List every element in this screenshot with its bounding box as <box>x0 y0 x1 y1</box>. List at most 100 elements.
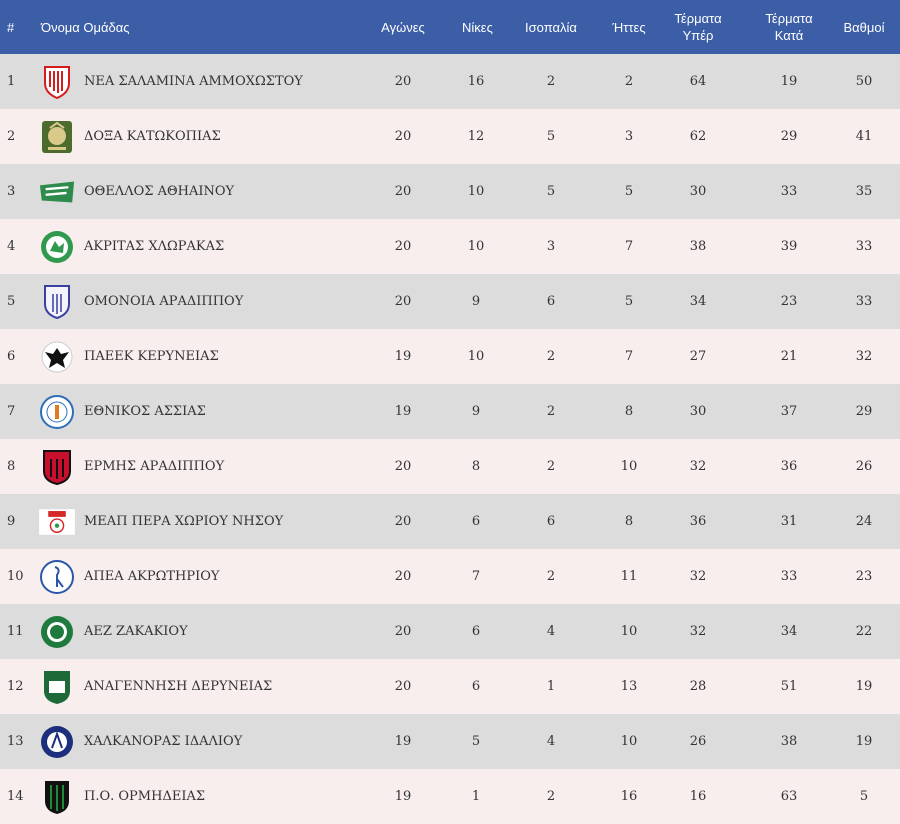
goals-for-cell: 36 <box>689 514 707 529</box>
paeek-crest-icon <box>38 338 76 376</box>
points-cell: 41 <box>855 129 873 144</box>
draws-cell: 1 <box>546 679 556 694</box>
losses-cell: 13 <box>620 679 638 694</box>
played-cell: 19 <box>394 789 412 804</box>
position-cell: 5 <box>7 294 16 309</box>
goals-for-cell: 16 <box>689 789 707 804</box>
team-cell: ΕΡΜΗΣ ΑΡΑΔΙΠΠΟΥ <box>38 439 344 494</box>
draws-cell: 2 <box>546 569 556 584</box>
losses-cell: 8 <box>624 404 634 419</box>
table-row: 9 ΜΕΑΠ ΠΕΡΑ ΧΩΡΙΟΥ ΝΗΣΟΥ 20 6 6 8 36 31 24 <box>0 494 900 549</box>
played-cell: 20 <box>394 184 412 199</box>
goals-for-cell: 28 <box>689 679 707 694</box>
wins-cell: 10 <box>467 239 485 254</box>
goals-against-cell: 34 <box>780 624 798 639</box>
position-cell: 1 <box>7 74 16 89</box>
table-row: 1 ΝΕΑ ΣΑΛΑΜΙΝΑ ΑΜΜΟΧΩΣΤΟΥ 20 16 2 2 64 19 50 <box>0 54 900 109</box>
points-cell: 23 <box>855 569 873 584</box>
team-name: ΑΚΡΙΤΑΣ ΧΛΩΡΑΚΑΣ <box>84 239 225 254</box>
position-cell: 13 <box>7 734 24 749</box>
played-cell: 19 <box>394 734 412 749</box>
played-cell: 20 <box>394 679 412 694</box>
table-row: 5 ΟΜΟΝΟΙΑ ΑΡΑΔΙΠΠΟΥ 20 9 6 5 34 23 33 <box>0 274 900 329</box>
position-cell: 8 <box>7 459 16 474</box>
team-cell: ΟΘΕΛΛΟΣ ΑΘΗΑΙΝΟΥ <box>38 164 344 219</box>
othellos-crest-icon <box>38 173 76 211</box>
points-cell: 35 <box>855 184 873 199</box>
points-cell: 32 <box>855 349 873 364</box>
points-cell: 33 <box>855 294 873 309</box>
header-losses: Ήττες <box>612 19 646 35</box>
wins-cell: 9 <box>471 294 481 309</box>
team-cell: ΕΘΝΙΚΟΣ ΑΣΣΙΑΣ <box>38 384 344 439</box>
losses-cell: 3 <box>624 129 634 144</box>
header-goals-against-line1: Τέρματα <box>765 11 813 26</box>
position-cell: 6 <box>7 349 16 364</box>
points-cell: 50 <box>855 74 873 89</box>
points-cell: 5 <box>859 789 869 804</box>
header-played: Αγώνες <box>381 19 425 35</box>
draws-cell: 4 <box>546 624 556 639</box>
points-cell: 26 <box>855 459 873 474</box>
nea-salamina-crest-icon <box>38 63 76 101</box>
position-cell: 7 <box>7 404 16 419</box>
table-row: 4 ΑΚΡΙΤΑΣ ΧΛΩΡΑΚΑΣ 20 10 3 7 38 39 33 <box>0 219 900 274</box>
played-cell: 20 <box>394 294 412 309</box>
draws-cell: 6 <box>546 294 556 309</box>
header-goals-for: Τέρματα Υπέρ <box>646 0 750 54</box>
header-row: # Όνομα Ομάδας Αγώνες Νίκες Ισοπαλία Ήττ… <box>0 0 900 54</box>
anagennisi-crest-icon <box>38 668 76 706</box>
draws-cell: 6 <box>546 514 556 529</box>
wins-cell: 6 <box>471 679 481 694</box>
goals-against-cell: 63 <box>780 789 798 804</box>
team-name: ΧΑΛΚΑΝΟΡΑΣ ΙΔΑΛΙΟΥ <box>84 734 243 749</box>
goals-for-cell: 27 <box>689 349 707 364</box>
played-cell: 19 <box>394 404 412 419</box>
losses-cell: 10 <box>620 459 638 474</box>
points-cell: 22 <box>855 624 873 639</box>
wins-cell: 6 <box>471 514 481 529</box>
header-goals-against-line2: Κατά <box>774 28 804 43</box>
draws-cell: 2 <box>546 74 556 89</box>
goals-for-cell: 62 <box>689 129 707 144</box>
table-row: 11 ΑΕΖ ΖΑΚΑΚΙΟΥ 20 6 4 10 32 34 22 <box>0 604 900 659</box>
losses-cell: 5 <box>624 184 634 199</box>
table-row: 6 ΠΑΕΕΚ ΚΕΡΥΝΕΙΑΣ 19 10 2 7 27 21 32 <box>0 329 900 384</box>
draws-cell: 2 <box>546 404 556 419</box>
header-goals-for-line1: Τέρματα <box>674 11 722 26</box>
goals-against-cell: 33 <box>780 184 798 199</box>
losses-cell: 16 <box>620 789 638 804</box>
goals-against-cell: 29 <box>780 129 798 144</box>
header-goals-for-line2: Υπέρ <box>682 28 714 43</box>
position-cell: 10 <box>7 569 24 584</box>
team-name: ΟΜΟΝΟΙΑ ΑΡΑΔΙΠΠΟΥ <box>84 294 244 309</box>
draws-cell: 4 <box>546 734 556 749</box>
team-name: Π.Ο. ΟΡΜΗΔΕΙΑΣ <box>84 789 206 804</box>
goals-against-cell: 51 <box>780 679 798 694</box>
akritas-crest-icon <box>38 228 76 266</box>
header-goals-against: Τέρματα Κατά <box>750 0 828 54</box>
played-cell: 20 <box>394 74 412 89</box>
played-cell: 20 <box>394 459 412 474</box>
goals-for-cell: 38 <box>689 239 707 254</box>
draws-cell: 3 <box>546 239 556 254</box>
goals-against-cell: 37 <box>780 404 798 419</box>
goals-against-cell: 19 <box>780 74 798 89</box>
team-cell: ΟΜΟΝΟΙΑ ΑΡΑΔΙΠΠΟΥ <box>38 274 344 329</box>
header-position: # <box>7 19 15 35</box>
team-name: ΠΑΕΕΚ ΚΕΡΥΝΕΙΑΣ <box>84 349 219 364</box>
apea-crest-icon <box>38 558 76 596</box>
position-cell: 3 <box>7 184 16 199</box>
header-team: Όνομα Ομάδας <box>41 19 130 35</box>
goals-for-cell: 26 <box>689 734 707 749</box>
draws-cell: 5 <box>546 129 556 144</box>
played-cell: 20 <box>394 514 412 529</box>
draws-cell: 2 <box>546 459 556 474</box>
draws-cell: 2 <box>546 349 556 364</box>
goals-against-cell: 31 <box>780 514 798 529</box>
wins-cell: 1 <box>471 789 481 804</box>
played-cell: 19 <box>394 349 412 364</box>
team-name: ΑΕΖ ΖΑΚΑΚΙΟΥ <box>84 624 188 639</box>
doxa-crest-icon <box>38 118 76 156</box>
header-wins: Νίκες <box>462 19 493 35</box>
